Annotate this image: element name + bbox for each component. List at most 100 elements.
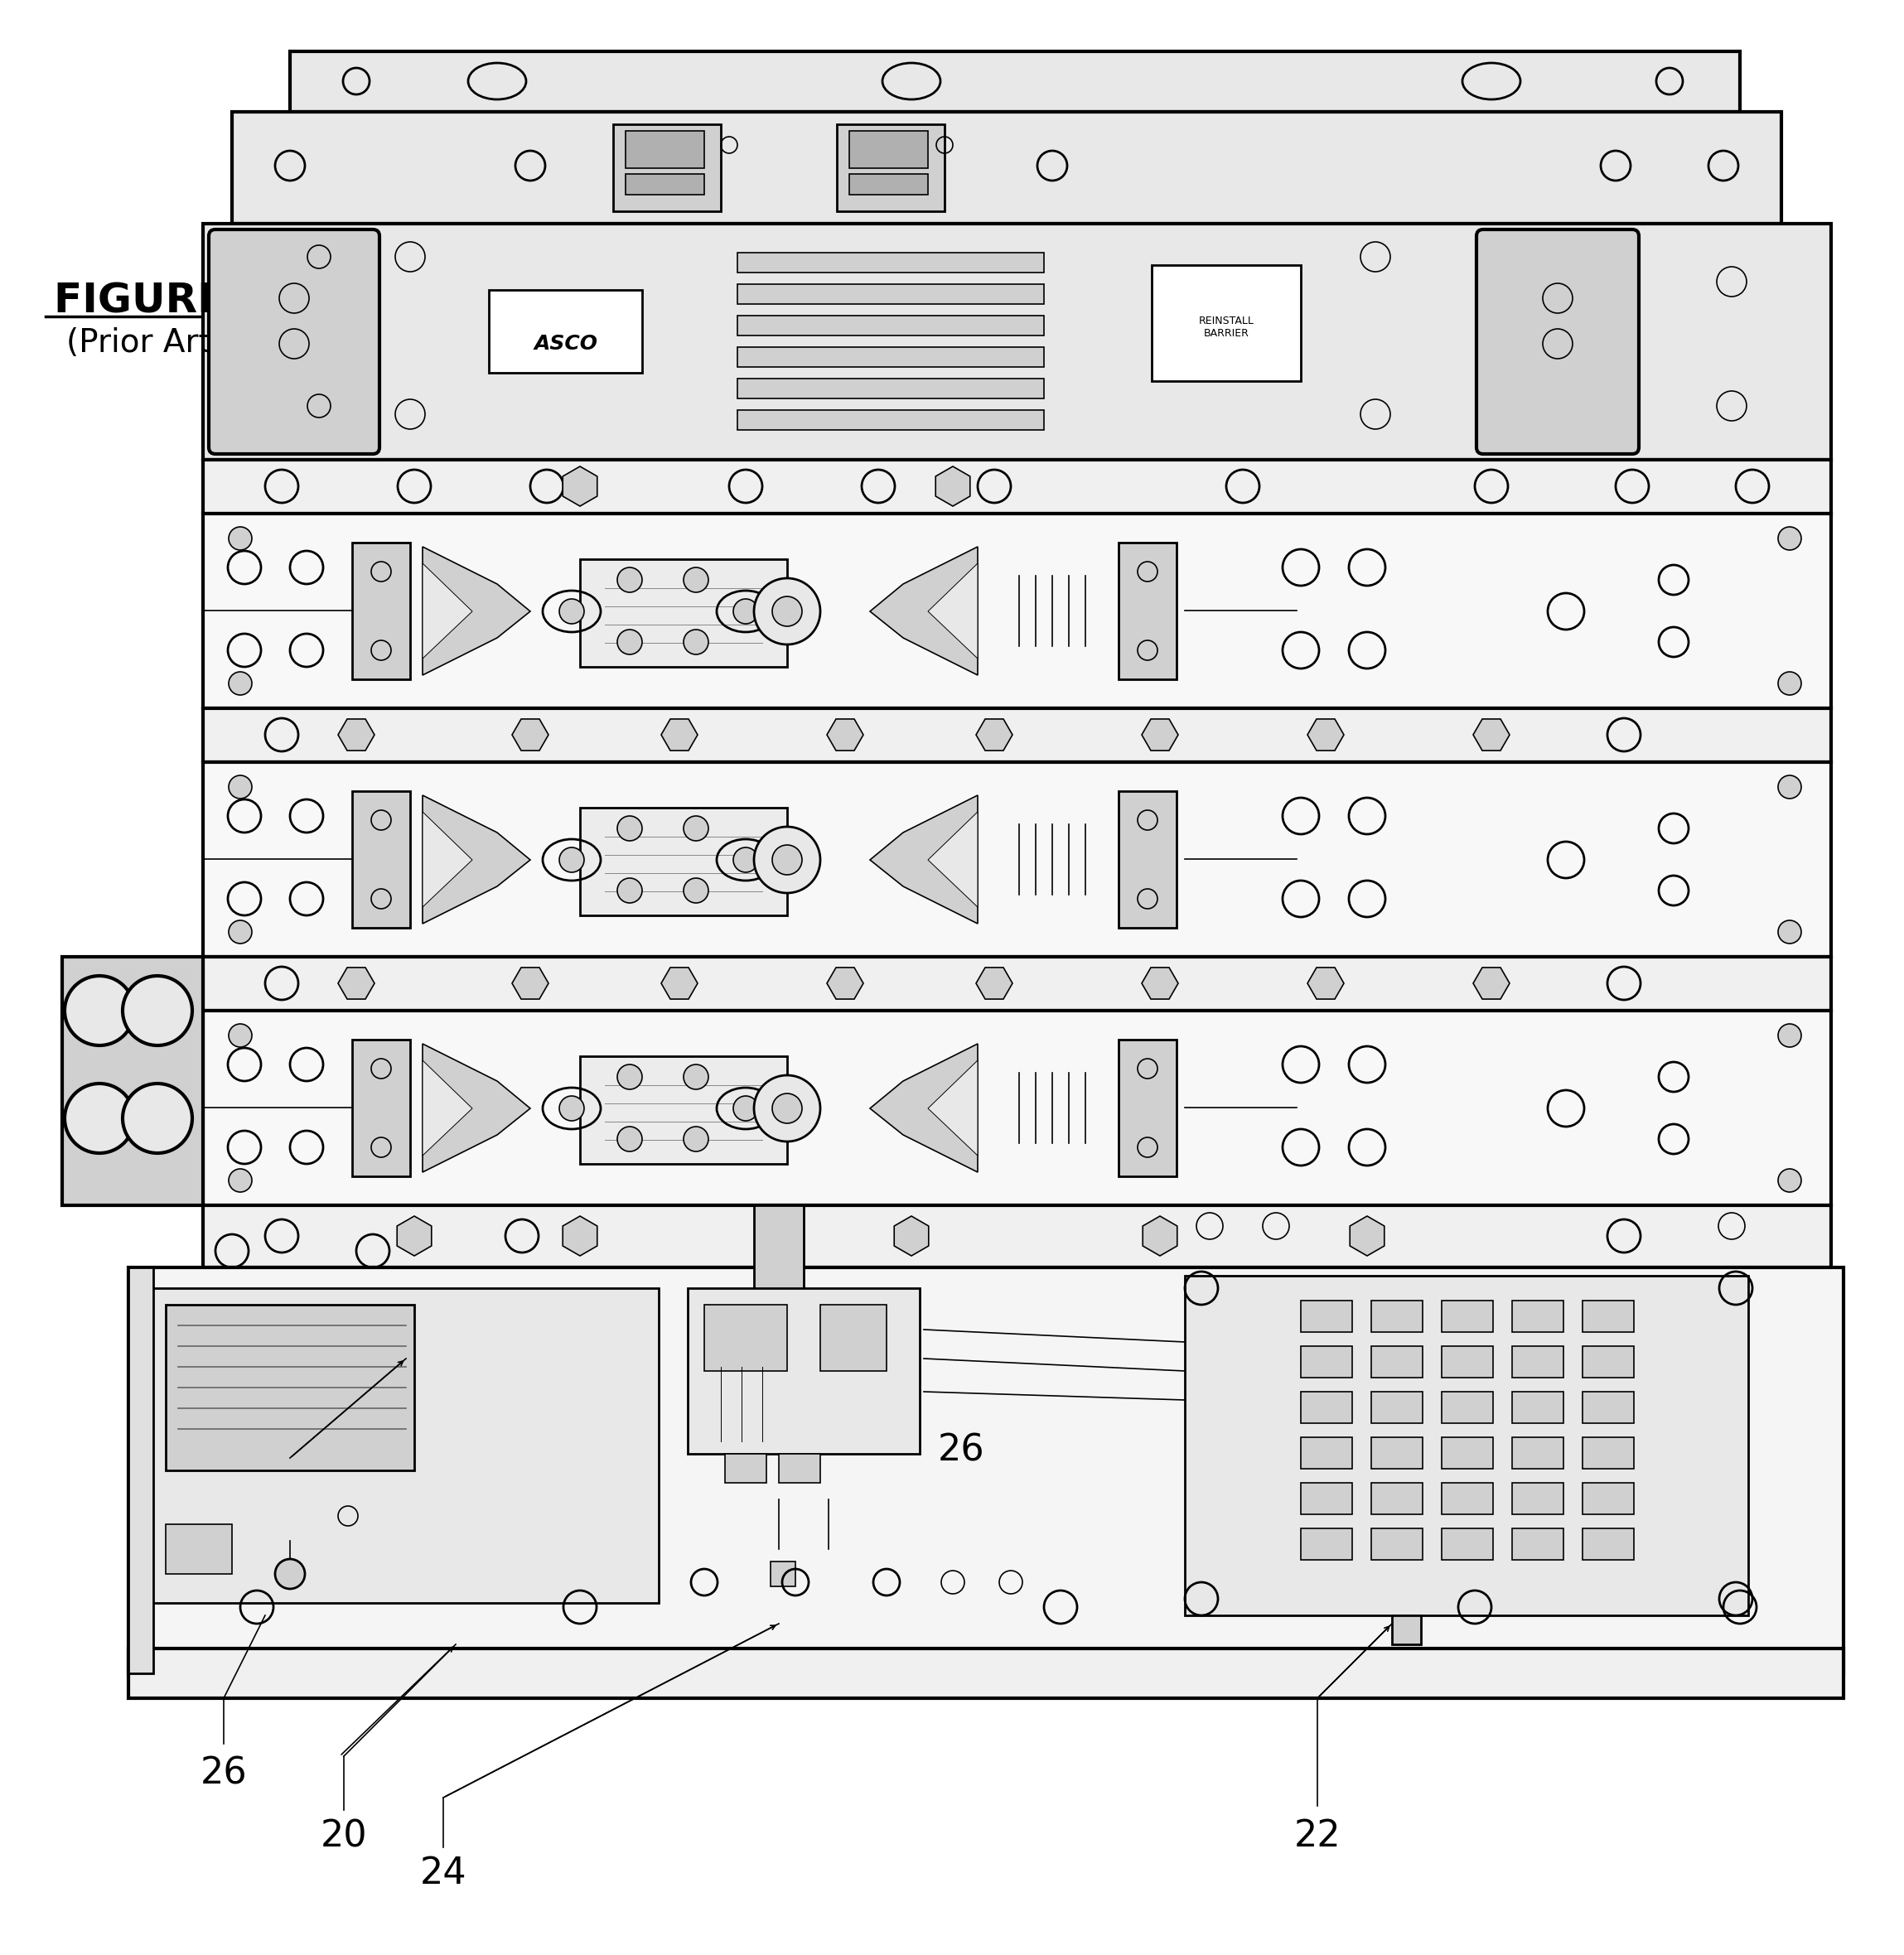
Bar	[166, 1525, 232, 1574]
Text: 20: 20	[320, 1818, 367, 1853]
Bar	[204, 1011, 1832, 1206]
Bar	[204, 223, 1832, 459]
Bar	[232, 111, 1782, 223]
FancyBboxPatch shape	[1476, 229, 1639, 454]
Circle shape	[280, 328, 308, 358]
Polygon shape	[423, 563, 472, 659]
Circle shape	[617, 878, 642, 903]
Bar	[1118, 1040, 1177, 1177]
Polygon shape	[935, 467, 969, 506]
Bar	[821, 1304, 887, 1370]
Bar	[581, 1056, 786, 1163]
Polygon shape	[870, 796, 977, 923]
Circle shape	[773, 845, 802, 874]
Polygon shape	[1142, 968, 1179, 999]
Polygon shape	[1142, 719, 1179, 751]
Circle shape	[1542, 283, 1573, 313]
Bar	[704, 1304, 786, 1370]
Circle shape	[1778, 1024, 1801, 1048]
Bar	[204, 514, 1832, 708]
Circle shape	[1778, 921, 1801, 944]
Bar	[1582, 1392, 1634, 1423]
Bar	[1512, 1347, 1563, 1378]
Polygon shape	[927, 563, 977, 659]
Bar	[204, 708, 1832, 762]
Circle shape	[754, 827, 821, 893]
Text: FIGURE 2: FIGURE 2	[53, 282, 268, 321]
Polygon shape	[512, 719, 548, 751]
Polygon shape	[423, 1060, 472, 1155]
Bar	[1371, 1347, 1422, 1378]
Polygon shape	[423, 1044, 531, 1173]
Bar	[1441, 1347, 1493, 1378]
Circle shape	[754, 1075, 821, 1142]
Text: REINSTALL
BARRIER: REINSTALL BARRIER	[1198, 315, 1255, 338]
Bar	[581, 559, 786, 667]
Circle shape	[684, 630, 708, 655]
Bar	[489, 289, 642, 373]
Polygon shape	[661, 968, 697, 999]
Polygon shape	[398, 1216, 432, 1255]
Circle shape	[617, 567, 642, 592]
Bar	[128, 1648, 1843, 1699]
Bar	[779, 1455, 821, 1482]
Text: 26: 26	[937, 1433, 984, 1468]
Bar	[626, 131, 704, 168]
Bar	[204, 956, 1832, 1011]
Circle shape	[684, 1064, 708, 1089]
Circle shape	[684, 878, 708, 903]
Bar	[849, 131, 927, 168]
Polygon shape	[1308, 968, 1344, 999]
Polygon shape	[977, 719, 1013, 751]
Polygon shape	[1308, 719, 1344, 751]
FancyBboxPatch shape	[209, 229, 379, 454]
Circle shape	[773, 596, 802, 626]
Bar	[838, 125, 944, 211]
Bar	[128, 1267, 154, 1673]
Circle shape	[733, 847, 758, 872]
Bar	[1582, 1437, 1634, 1468]
Bar	[1371, 1482, 1422, 1515]
Bar	[687, 1288, 920, 1455]
Circle shape	[617, 1126, 642, 1151]
Bar	[204, 762, 1832, 956]
Bar	[1441, 1482, 1493, 1515]
Polygon shape	[1142, 1216, 1177, 1255]
Bar	[849, 174, 927, 196]
Circle shape	[560, 1097, 585, 1120]
Circle shape	[1778, 776, 1801, 798]
Bar	[145, 1288, 659, 1603]
Circle shape	[65, 976, 133, 1046]
Bar	[1512, 1482, 1563, 1515]
Bar	[63, 956, 204, 1206]
Bar	[737, 411, 1043, 430]
Polygon shape	[564, 467, 598, 506]
Polygon shape	[826, 719, 863, 751]
Bar	[1512, 1437, 1563, 1468]
Bar	[204, 1206, 1832, 1267]
Circle shape	[733, 598, 758, 624]
Text: (Prior Art): (Prior Art)	[67, 326, 223, 358]
Bar	[128, 1267, 1843, 1673]
Bar	[1582, 1300, 1634, 1331]
Bar	[1441, 1392, 1493, 1423]
Bar	[1300, 1347, 1352, 1378]
Circle shape	[122, 1083, 192, 1153]
Bar	[771, 1562, 796, 1586]
Circle shape	[65, 1083, 133, 1153]
Polygon shape	[339, 968, 375, 999]
Bar	[1300, 1437, 1352, 1468]
Polygon shape	[423, 811, 472, 907]
Circle shape	[684, 815, 708, 841]
Circle shape	[228, 921, 251, 944]
Bar	[754, 1206, 803, 1304]
Polygon shape	[661, 719, 697, 751]
Bar	[1512, 1392, 1563, 1423]
Polygon shape	[870, 1044, 977, 1173]
Bar	[1371, 1437, 1422, 1468]
Bar	[1371, 1392, 1422, 1423]
Circle shape	[617, 1064, 642, 1089]
Bar	[352, 792, 409, 929]
Bar	[1300, 1300, 1352, 1331]
Circle shape	[684, 1126, 708, 1151]
